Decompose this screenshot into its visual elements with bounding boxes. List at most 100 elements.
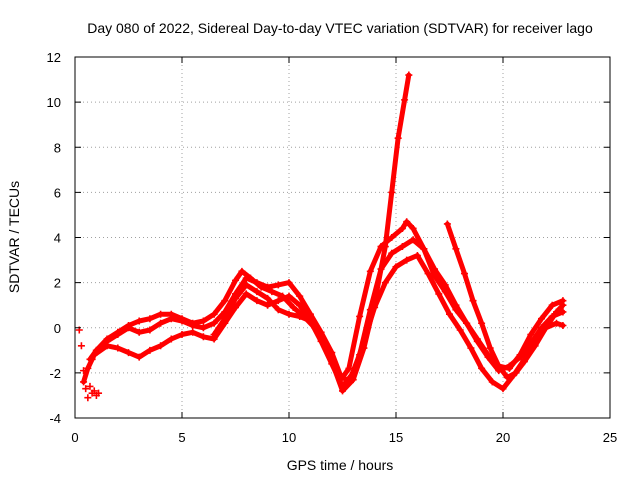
data-point — [401, 96, 409, 104]
data-point — [356, 312, 364, 320]
data-point — [538, 315, 546, 323]
data-point — [484, 353, 492, 361]
data-point — [268, 288, 276, 296]
data-point — [221, 315, 229, 323]
data-point — [157, 310, 165, 318]
data-point — [95, 389, 103, 397]
data-point — [559, 301, 567, 309]
data-point — [210, 331, 218, 339]
data-point — [456, 326, 464, 334]
data-point — [381, 279, 389, 287]
data-point — [84, 394, 92, 402]
data-point — [146, 326, 154, 334]
x-tick-label: 5 — [178, 430, 185, 445]
y-axis-label: SDTVAR / TECUs — [6, 181, 22, 293]
data-point — [381, 243, 389, 251]
data-point — [82, 385, 90, 393]
data-point — [210, 310, 218, 318]
y-tick-label: 12 — [47, 50, 61, 65]
data-point — [446, 310, 453, 318]
series-start-scatter — [75, 326, 103, 402]
data-point — [90, 351, 98, 359]
data-point — [409, 236, 417, 244]
data-point — [103, 342, 111, 350]
data-point — [84, 364, 92, 372]
chart-title: Day 080 of 2022, Sidereal Day-to-day VTE… — [87, 20, 593, 36]
data-point — [264, 301, 272, 309]
data-point — [531, 342, 539, 350]
data-point — [264, 283, 272, 291]
data-point — [114, 331, 122, 339]
data-point — [157, 319, 165, 327]
data-point — [242, 281, 250, 289]
data-point — [559, 308, 567, 316]
series-line — [87, 237, 566, 385]
data-point — [296, 292, 304, 300]
series-line — [444, 221, 566, 380]
data-point — [178, 317, 186, 325]
data-point — [253, 288, 261, 296]
data-point — [360, 344, 368, 352]
series-track-4 — [210, 71, 413, 395]
data-point — [443, 220, 451, 228]
data-point — [520, 358, 528, 366]
data-point — [388, 249, 396, 257]
grid-lines — [75, 57, 610, 418]
data-point — [221, 297, 229, 305]
data-point — [403, 256, 411, 264]
data-point — [317, 335, 325, 343]
data-point — [86, 382, 94, 390]
series-track-2 — [86, 236, 567, 386]
data-point — [285, 310, 293, 318]
data-point — [398, 243, 406, 251]
data-point — [469, 297, 477, 305]
data-point — [285, 292, 293, 300]
data-point — [441, 281, 449, 289]
data-point — [478, 319, 486, 327]
x-tick-label: 0 — [71, 430, 78, 445]
data-point — [366, 267, 374, 275]
data-point — [488, 378, 496, 386]
data-point — [296, 301, 304, 309]
data-point — [553, 319, 560, 327]
x-tick-label: 25 — [603, 430, 617, 445]
y-tick-label: 10 — [47, 95, 61, 110]
data-point — [167, 335, 175, 343]
data-point — [398, 224, 406, 232]
data-point — [232, 294, 239, 302]
data-point — [452, 301, 460, 309]
data-point — [486, 344, 494, 352]
data-point — [431, 265, 439, 273]
data-point — [238, 267, 246, 275]
x-tick-label: 15 — [389, 430, 403, 445]
data-point — [264, 294, 272, 302]
data-point — [559, 321, 567, 329]
data-point — [285, 279, 293, 287]
data-point — [90, 387, 98, 395]
x-tick-label: 20 — [496, 430, 510, 445]
data-point — [189, 328, 197, 336]
axis-ticks: 0 5 10 15 20 25 -4 -2 0 2 4 6 8 10 12 — [47, 50, 618, 445]
data-point — [473, 337, 481, 345]
data-point — [413, 252, 421, 260]
series-line — [211, 72, 412, 394]
data-point — [274, 297, 282, 305]
data-point — [409, 224, 417, 232]
x-axis-label: GPS time / hours — [287, 457, 394, 473]
data-point — [146, 315, 154, 323]
data-point — [274, 306, 282, 314]
data-point — [403, 218, 411, 226]
data-point — [199, 317, 207, 325]
data-point — [435, 290, 443, 298]
data-point — [345, 364, 353, 372]
data-point — [460, 270, 468, 278]
data-point — [512, 369, 520, 377]
data-point — [157, 342, 165, 350]
data-point — [125, 349, 132, 357]
data-point — [135, 353, 143, 361]
data-point — [349, 376, 357, 384]
data-point — [388, 188, 396, 196]
data-point — [420, 245, 428, 253]
data-point — [548, 301, 556, 309]
